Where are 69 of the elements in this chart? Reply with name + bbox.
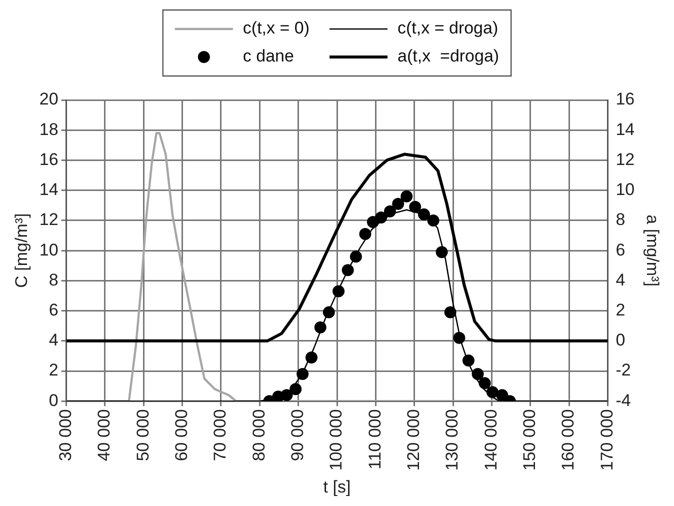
x-tick-label: 70 000 (210, 409, 230, 462)
y-tick-label: 6 (48, 300, 58, 320)
x-tick-label: 110 000 (365, 409, 384, 470)
point (384, 205, 396, 218)
x-axis-title: t [s] (323, 477, 351, 496)
y2-tick-label: 0 (616, 330, 626, 350)
y-tick-label: 4 (48, 330, 58, 350)
y2-axis-title: a [mg/m³] (643, 214, 662, 286)
point (314, 321, 326, 334)
point (332, 285, 345, 298)
y2-tick-label: 2 (616, 300, 626, 320)
x-tick-label: 140 000 (481, 409, 500, 471)
x-tick-label: 150 000 (520, 409, 540, 471)
point (472, 368, 484, 380)
y2-tick-label: 4 (616, 270, 626, 290)
x-tick-label: 130 000 (442, 409, 462, 471)
point (296, 368, 309, 380)
x-tick-label: 30 000 (56, 409, 75, 462)
y-tick-label: 14 (39, 180, 58, 200)
point (359, 228, 372, 240)
legend-label: a(t,x =droga) (398, 46, 500, 66)
y2-tick-label: 10 (616, 180, 635, 200)
x-tick-label: 90 000 (288, 409, 308, 462)
point (453, 332, 466, 344)
y-tick-label: 10 (39, 240, 58, 260)
y-axis-title: C [mg/m³] (12, 213, 31, 288)
point (350, 250, 362, 263)
y2-tick-label: -4 (616, 390, 631, 410)
point (375, 211, 388, 224)
legend-label: c dane (242, 46, 294, 66)
x-tick-label: 100 000 (326, 409, 346, 471)
point (418, 208, 430, 220)
point (486, 386, 498, 398)
y2-tick-label: 16 (616, 90, 635, 109)
y2-tick-label: 14 (616, 120, 635, 139)
x-tick-label: 60 000 (172, 409, 192, 462)
point (305, 351, 318, 364)
y2-tick-label: -2 (616, 360, 631, 380)
y-tick-label: 12 (39, 210, 58, 230)
point (444, 306, 456, 318)
y-tick-label: 16 (39, 150, 58, 169)
x-tick-label: 50 000 (133, 409, 152, 462)
point (436, 246, 448, 258)
point (322, 306, 335, 318)
y-tick-label: 18 (39, 120, 58, 139)
legend-label: c(t,x = droga) (398, 18, 498, 38)
point (280, 389, 293, 402)
y2-tick-label: 6 (616, 240, 626, 260)
legend-label: c(t,x = 0) (242, 18, 310, 38)
point (478, 377, 491, 390)
x-tick-label: 120 000 (404, 409, 424, 471)
y-tick-label: 0 (48, 390, 58, 410)
point (392, 198, 404, 210)
x-tick-label: 40 000 (94, 409, 114, 462)
y-tick-label: 8 (48, 270, 58, 290)
point (462, 354, 474, 366)
y-tick-label: 2 (48, 360, 58, 380)
point (496, 389, 508, 402)
point (400, 190, 413, 202)
y2-tick-label: 8 (616, 210, 626, 230)
y-tick-label: 20 (39, 90, 58, 109)
point (290, 383, 302, 396)
x-tick-label: 170 000 (597, 409, 616, 471)
y2-tick-label: 12 (616, 150, 635, 169)
point (427, 214, 440, 226)
point (342, 264, 354, 276)
x-tick-label: 80 000 (249, 409, 268, 462)
x-tick-label: 160 000 (558, 409, 578, 471)
point (409, 200, 422, 213)
